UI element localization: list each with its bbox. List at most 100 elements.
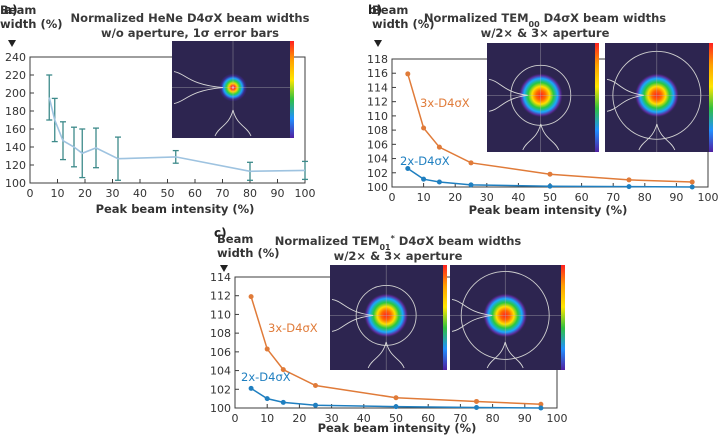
data-point — [421, 176, 427, 182]
y-axis-label: Beam — [217, 232, 253, 246]
x-axis-label: Peak beam intensity (%) — [469, 203, 628, 217]
x-tick-label: 70 — [606, 191, 620, 204]
y-tick-label: 160 — [5, 123, 26, 136]
y-tick-label: 110 — [210, 308, 231, 321]
series-line — [48, 97, 306, 173]
y-axis-arrow — [220, 265, 228, 272]
data-point — [421, 125, 427, 131]
profile-curve — [486, 341, 524, 369]
data-point — [468, 182, 474, 188]
x-tick-label: 30 — [325, 412, 339, 425]
data-point — [248, 294, 254, 300]
x-tick-label: 90 — [271, 187, 285, 200]
series-label: 2x-D4σX — [241, 370, 291, 384]
y-tick-label: 180 — [5, 105, 26, 118]
data-point — [626, 177, 632, 183]
x-tick-label: 30 — [480, 191, 494, 204]
panel-label: c) — [214, 226, 227, 240]
profile-curve — [173, 71, 224, 105]
data-point — [436, 179, 442, 185]
y-axis-label: Beam — [0, 3, 36, 17]
y-axis-label: Beam — [372, 3, 408, 17]
data-point — [393, 395, 399, 401]
y-tick-label: 110 — [367, 110, 388, 123]
profile-curve — [331, 298, 374, 332]
beam-profile-image — [487, 43, 599, 152]
color-scale-bar — [443, 265, 447, 370]
profile-curve — [214, 109, 252, 137]
y-tick-label: 116 — [367, 67, 388, 80]
y-tick-label: 102 — [210, 383, 231, 396]
y-tick-label: 100 — [5, 177, 26, 190]
data-point — [538, 405, 544, 411]
y-tick-label: 114 — [210, 271, 231, 284]
color-scale-bar — [595, 43, 599, 152]
x-tick-label: 10 — [417, 191, 431, 204]
x-tick-label: 60 — [575, 191, 589, 204]
panel-label: a) — [4, 3, 18, 17]
data-point — [626, 184, 632, 190]
x-tick-label: 50 — [543, 191, 557, 204]
y-tick-label: 120 — [5, 159, 26, 172]
x-tick-label: 90 — [518, 412, 532, 425]
y-tick-label: 100 — [210, 402, 231, 415]
data-point — [547, 171, 553, 177]
chart-subtitle: w/2× & 3× aperture — [334, 249, 463, 263]
y-tick-label: 104 — [210, 365, 231, 378]
data-point — [264, 346, 270, 352]
y-tick-label: 106 — [210, 346, 231, 359]
x-axis-label: Peak beam intensity (%) — [318, 421, 477, 435]
series-label: 3x-D4σX — [268, 321, 318, 335]
chart-subtitle: w/2× & 3× aperture — [481, 26, 610, 40]
y-axis-label: width (%) — [0, 17, 63, 31]
x-tick-label: 10 — [51, 187, 65, 200]
y-tick-label: 200 — [5, 87, 26, 100]
x-tick-label: 0 — [389, 191, 396, 204]
profile-curve — [451, 298, 493, 332]
chart-title: Normalized HeNe D4σX beam widths — [71, 11, 310, 25]
data-point — [538, 401, 544, 407]
y-tick-label: 104 — [367, 153, 388, 166]
y-axis-arrow — [374, 40, 382, 47]
x-tick-label: 80 — [243, 187, 257, 200]
x-tick-label: 100 — [698, 191, 719, 204]
x-tick-label: 30 — [106, 187, 120, 200]
color-scale-bar — [290, 41, 294, 138]
color-scale-bar — [709, 43, 713, 152]
x-tick-label: 20 — [292, 412, 306, 425]
data-point — [474, 398, 479, 404]
y-axis-label: width (%) — [372, 17, 435, 31]
x-tick-label: 80 — [486, 412, 500, 425]
x-tick-label: 20 — [448, 191, 462, 204]
data-point — [547, 183, 553, 189]
data-point — [280, 367, 286, 373]
data-point — [689, 184, 695, 190]
y-tick-label: 108 — [210, 327, 231, 340]
chart-title: Normalized TEM00 D4σX beam widths — [424, 11, 666, 29]
x-tick-label: 60 — [421, 412, 435, 425]
x-tick-label: 0 — [232, 412, 239, 425]
x-tick-label: 70 — [453, 412, 467, 425]
beam-profile-image — [172, 41, 294, 138]
profile-curve — [522, 123, 560, 151]
x-tick-label: 60 — [188, 187, 202, 200]
x-tick-label: 50 — [161, 187, 175, 200]
x-tick-label: 100 — [547, 412, 568, 425]
profile-curve — [606, 78, 644, 112]
x-tick-label: 80 — [638, 191, 652, 204]
y-tick-label: 106 — [367, 138, 388, 151]
y-tick-label: 112 — [367, 96, 388, 109]
panel-c: c) Normalized TEM01* D4σX beam widthsw/2×… — [210, 226, 568, 435]
series-label: 2x-D4σX — [400, 154, 450, 168]
y-tick-label: 108 — [367, 124, 388, 137]
data-point — [393, 404, 399, 410]
beam-profile-image — [450, 265, 565, 370]
y-tick-label: 240 — [5, 51, 26, 64]
data-point — [264, 396, 270, 402]
x-tick-label: 50 — [389, 412, 403, 425]
panel-label: b) — [368, 3, 382, 17]
x-axis-label: Peak beam intensity (%) — [96, 202, 255, 216]
beam-profile-image — [605, 43, 713, 152]
data-point — [280, 399, 286, 405]
data-point — [436, 144, 442, 150]
